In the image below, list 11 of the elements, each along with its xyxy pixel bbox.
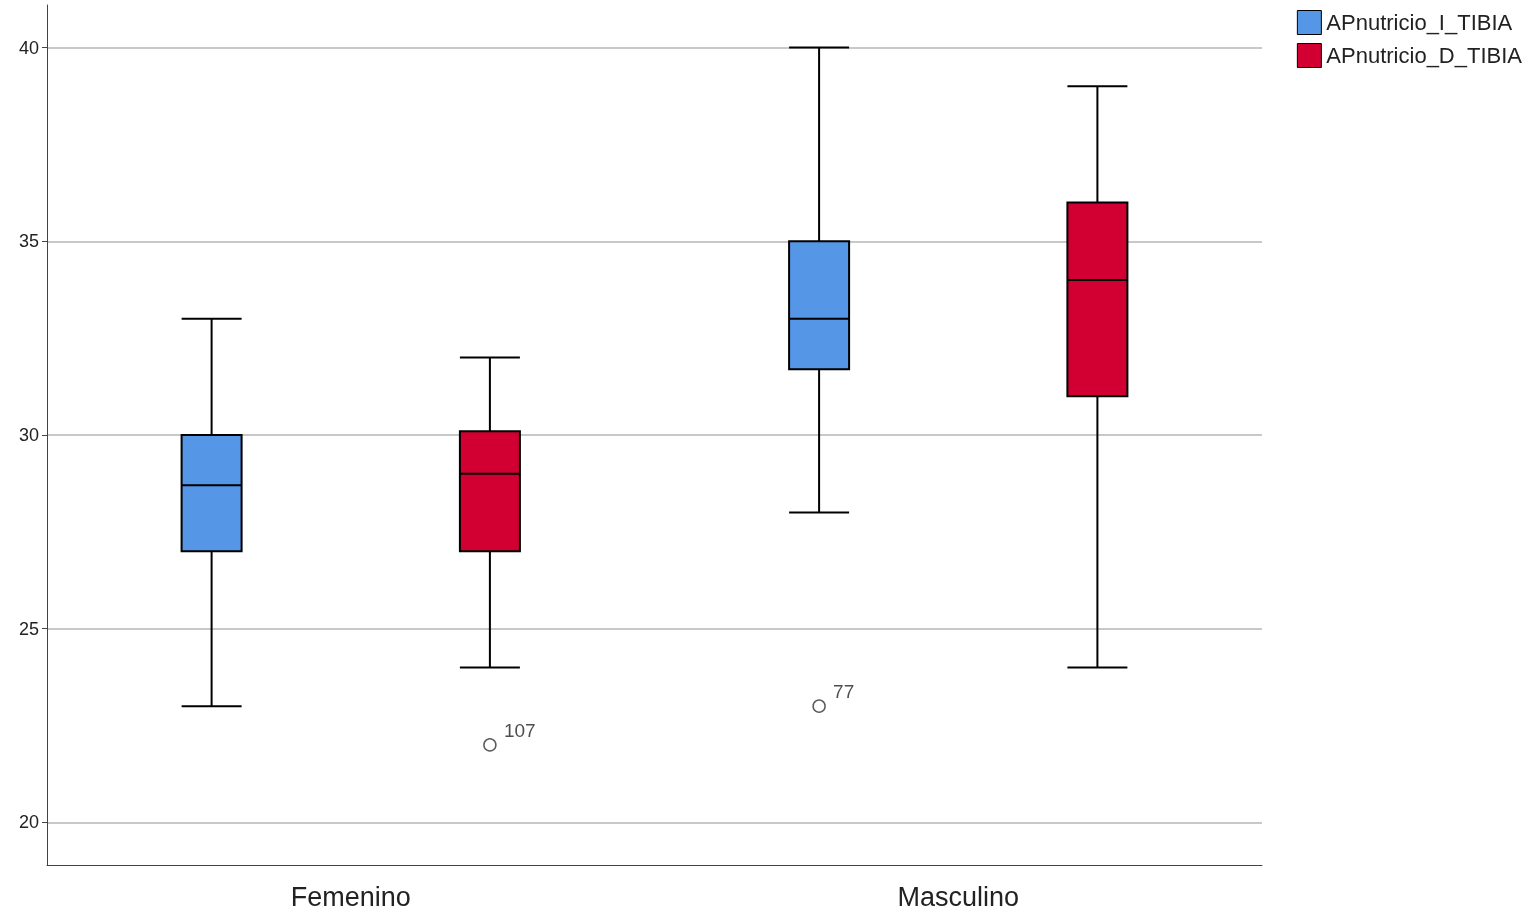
legend-label: APnutricio_D_TIBIA	[1326, 43, 1523, 68]
y-tick-label: 35	[18, 231, 39, 252]
annotation: 77	[833, 681, 855, 703]
annotation: 107	[503, 719, 536, 741]
legend-label: APnutricio_I_TIBIA	[1326, 10, 1513, 35]
y-tick-label: 40	[18, 37, 39, 58]
x-tick-label: Femenino	[290, 881, 411, 912]
y-tick-label: 20	[18, 812, 39, 833]
y-tick-label: 30	[18, 425, 39, 445]
x-tick-label: Masculino	[897, 881, 1020, 912]
y-tick-label: 25	[18, 618, 39, 639]
